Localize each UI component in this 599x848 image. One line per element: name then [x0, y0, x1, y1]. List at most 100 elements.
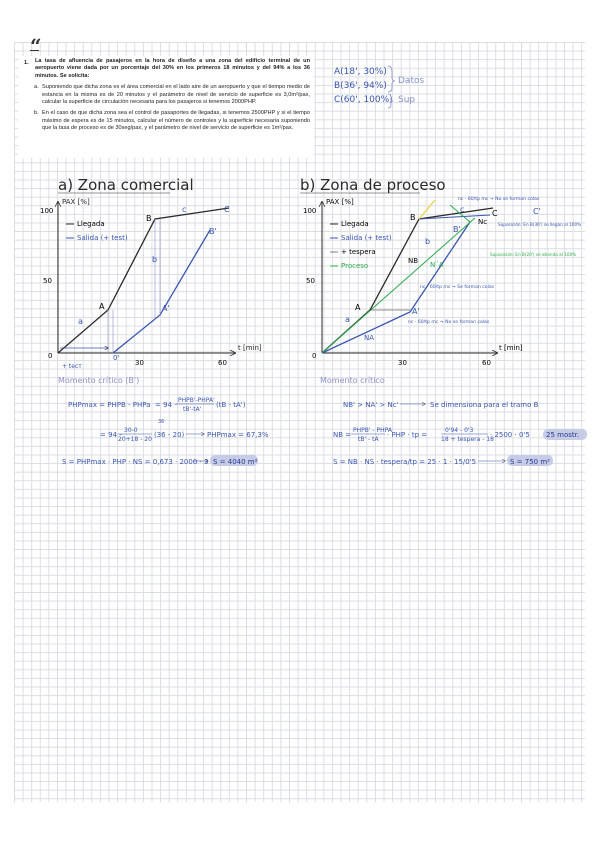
- datos-block: A(18', 30%) B(36', 94%) C(60', 100%) Dat…: [334, 65, 424, 109]
- eq-a-2-den: 20+18 - 20: [118, 436, 152, 443]
- legend-b-tespera: + tespera: [341, 248, 376, 256]
- part-a-tmarker: + tест: [62, 363, 82, 370]
- part-a-xtick-60: 60: [218, 359, 227, 367]
- pt-b-b-prime: B': [453, 225, 461, 234]
- pt-b: B: [146, 214, 152, 223]
- pt-a: A: [99, 302, 105, 311]
- eq-a-2-num: 30-0: [124, 427, 138, 434]
- legend-a-llegada: Llegada: [77, 220, 105, 228]
- eq-b-2-tail: · 2500 · 0'5: [490, 431, 530, 439]
- annot-b-5: nc · 60/tp mc → No se forman colas: [408, 319, 490, 325]
- seg-b: b: [152, 255, 157, 264]
- pt-b-a-prime: A': [412, 307, 420, 316]
- eq-a-1-den: tB'-tA': [183, 406, 202, 413]
- eq-a-1-tail: (tB - tA'): [216, 401, 246, 409]
- part-a-ytick-100: 100: [40, 207, 53, 215]
- part-a-axis-y: PAX [%]: [62, 198, 90, 206]
- legend-b-llegada: Llegada: [341, 220, 369, 228]
- eq-b-3: S = NB · NS · tespera/tp = 25 · 1 · 15/0…: [333, 458, 476, 466]
- pt-b-c: C: [492, 209, 498, 218]
- eq-b-2-num2: 0'94 - 0'3: [445, 427, 474, 434]
- result-b: S = 750 m²: [510, 458, 550, 466]
- pt-b-seg-a: a: [345, 315, 350, 324]
- annot-b-4: nc · 60/tp mc → Se forman colas: [420, 284, 495, 290]
- part-a-axis-x: t [min]: [238, 344, 262, 352]
- part-a-title: a) Zona comercial: [58, 176, 194, 194]
- problem-item-b: b. En el caso de que dicha zona sea el c…: [34, 110, 310, 132]
- pt-b-nc: Nc: [478, 218, 487, 226]
- part-b: b) Zona de proceso PAX [%] t [min] 100 5…: [300, 176, 587, 466]
- part-a-ytick-50: 50: [43, 277, 52, 285]
- eq-b-2-mid: · PHP · tp =: [387, 431, 427, 439]
- eq-b-2-den: tB' - tA: [358, 436, 379, 443]
- item-a-text: Suponiendo que dicha zona es el área com…: [42, 84, 310, 106]
- eq-a-1-num: PHPB'-PHPA': [178, 397, 215, 404]
- seg-a: a: [78, 317, 83, 326]
- part-b-ytick-0: 0: [312, 352, 316, 360]
- pt-b-seg-b: b: [425, 237, 430, 246]
- part-b-ytick-100: 100: [303, 207, 316, 215]
- pt-b-seg-c: c: [460, 205, 464, 214]
- item-b-text: En el caso de que dicha zona sea el cont…: [42, 110, 310, 132]
- part-b-axis-y: PAX [%]: [326, 198, 354, 206]
- sup-label: Sup: [398, 95, 415, 105]
- grid-paper: [14, 42, 585, 802]
- eq-b-1: NB' > NA' > Nc': [343, 401, 399, 409]
- pt-b-na: NA: [364, 334, 374, 342]
- result-b-ctrl-highlight: [543, 429, 587, 440]
- legend-b-proceso: Proceso: [341, 262, 368, 270]
- legend-b-salida: Salida (+ test): [341, 234, 392, 242]
- curve-b-proceso: [321, 217, 476, 354]
- annot-b-2: Suposición: En B(36') se llegan al 100%: [498, 222, 581, 227]
- annot-b-3: Suposición: En B(20') se atienda al 100%: [490, 252, 576, 257]
- eq-a-2-pre: = 94 -: [100, 431, 122, 439]
- part-a: a) Zona comercial PAX [%] t [min] 100 50…: [40, 176, 269, 466]
- part-b-xtick-60: 60: [482, 359, 491, 367]
- pt-a-prime: A': [162, 304, 170, 313]
- eq-a-1-left: PHPmax = PHPB - PHPa: [68, 401, 150, 409]
- part-b-title: b) Zona de proceso: [300, 176, 446, 194]
- pt-b-nb: NB: [408, 257, 418, 265]
- dato-c: C(60', 100%): [334, 95, 393, 105]
- result-a-highlight: [210, 455, 258, 466]
- pt-c: C: [224, 205, 230, 214]
- eq-a-2-tail: (36 - 20): [154, 431, 185, 439]
- item-b-label: b.: [34, 110, 39, 117]
- dato-b: B(36', 94%): [334, 81, 387, 91]
- problem-statement-box: 1. La tasa de afluencia de pasajeros en …: [18, 56, 314, 158]
- part-a-xtick-30: 30: [135, 359, 144, 367]
- pt-b-b: B: [410, 213, 416, 222]
- part-b-axis-x: t [min]: [499, 344, 523, 352]
- quote-mark: “: [30, 34, 42, 58]
- problem-stem: La tasa de afluencia de pasajeros en la …: [35, 58, 310, 79]
- dato-a: A(18', 30%): [334, 67, 387, 77]
- eq-a-1-right: = 94 -: [155, 401, 177, 409]
- quote-underline: [30, 50, 39, 51]
- eq-a-2-over: 36: [158, 419, 164, 425]
- legend-a-salida: Salida (+ test): [77, 234, 128, 242]
- result-b-highlight: [507, 455, 553, 466]
- pt-o-prime: 0': [113, 354, 119, 362]
- pt-b-na-prime: N´A: [430, 261, 444, 269]
- eq-a-2-result: PHPmax = 67,3%: [207, 431, 269, 439]
- part-b-xtick-30: 30: [398, 359, 407, 367]
- curve-b-llegada: [321, 207, 494, 354]
- eq-a-3: S = PHPmax · PHP · NS = 0,673 · 2000 · 3: [62, 458, 208, 466]
- momento-b: Momento crítico: [320, 376, 385, 385]
- problem-number: 1.: [24, 60, 29, 66]
- eq-b-2-left: NB =: [333, 431, 351, 439]
- momento-a: Momento crítico (B'): [58, 376, 139, 385]
- eq-b-2-num: PHPB' - PHPA: [353, 427, 393, 434]
- seg-c: c: [182, 205, 186, 214]
- pt-b-prime: B': [209, 227, 217, 236]
- curve-a-llegada: [57, 207, 230, 354]
- curve-a-salida: [112, 229, 211, 354]
- part-a-ytick-0: 0: [48, 352, 52, 360]
- result-a: S = 4040 m²: [213, 458, 258, 466]
- pt-b-a: A: [355, 303, 361, 312]
- problem-item-a: a. Suponiendo que dicha zona es el área …: [34, 84, 310, 106]
- pt-b-c-prime: C': [533, 207, 541, 216]
- curve-b-salida: [321, 221, 471, 354]
- annot-b-1: nc · 60/tp mc → No se forman colas: [458, 196, 540, 202]
